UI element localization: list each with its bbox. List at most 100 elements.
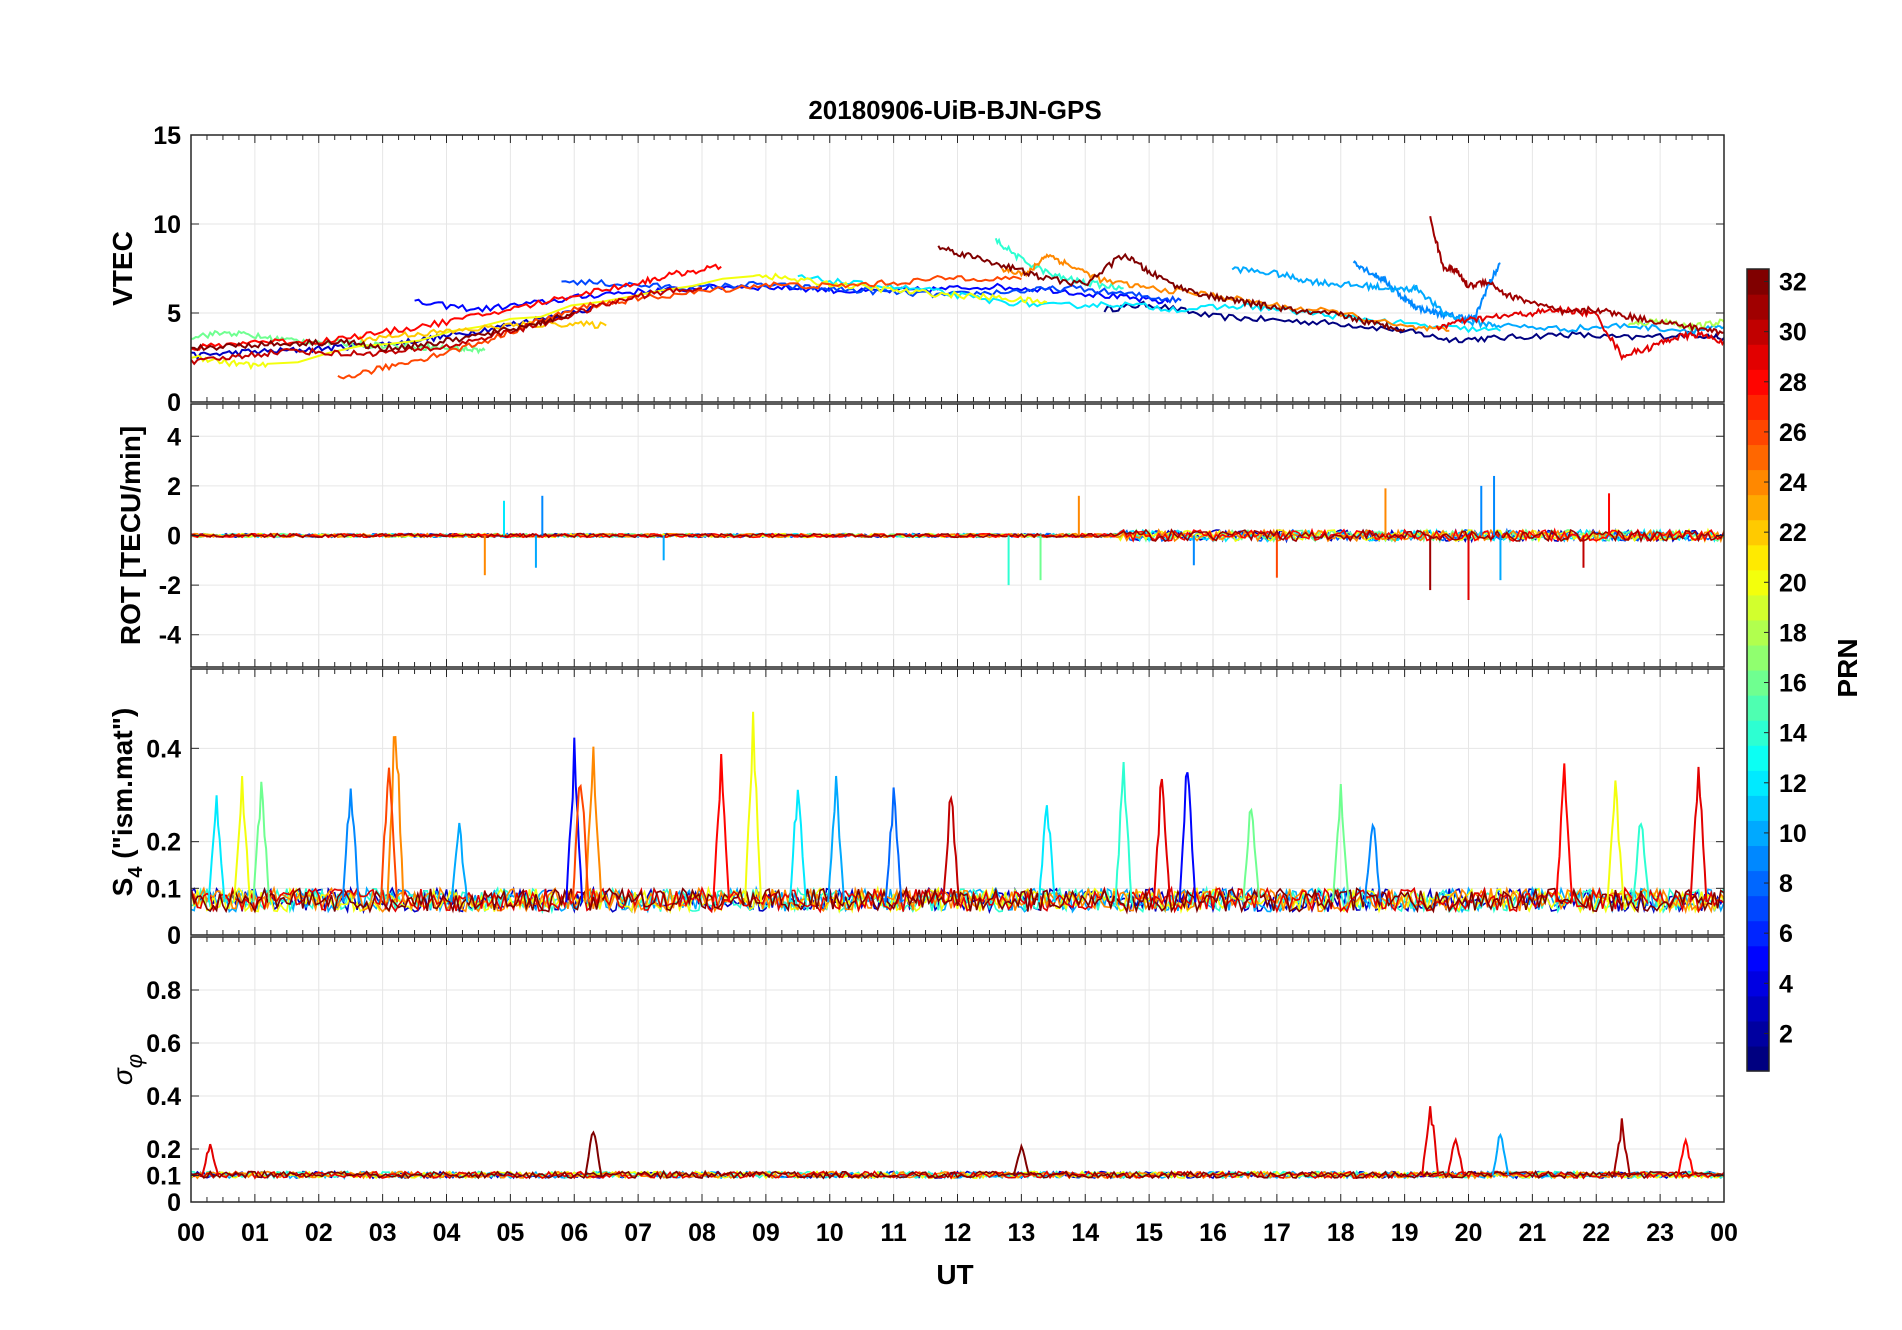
colorbar-swatch-prn-16 [1747, 670, 1769, 696]
s4-trace-prn-32 [191, 885, 1724, 915]
x-tick-label: 19 [1391, 1219, 1419, 1247]
y-tick-label: 0.4 [146, 735, 181, 763]
x-tick-label: 20 [1455, 1219, 1483, 1247]
s4-peak [712, 753, 731, 903]
colorbar-tick-label: 20 [1779, 569, 1807, 597]
sigma_phi-peak [1676, 1136, 1695, 1176]
y-axis-label-s4: S4 ("ism.mat") [107, 708, 147, 897]
colorbar-tick-label: 32 [1779, 269, 1807, 297]
y-tick-label: 15 [153, 122, 181, 150]
data-sigma_phi [191, 1106, 1724, 1180]
y-tick-label: 0 [167, 523, 181, 551]
vtec-series-prn-9 [1352, 260, 1501, 323]
s4-peak [1555, 763, 1574, 903]
x-tick-label: 09 [752, 1219, 780, 1247]
colorbar-swatch-prn-26 [1747, 419, 1769, 446]
colorbar-swatch-prn-6 [1747, 920, 1769, 947]
s4-peak [1152, 778, 1171, 903]
colorbar-frame [1746, 268, 1770, 1072]
s4-peak [827, 775, 846, 903]
vtec-series-prn-10 [1231, 266, 1724, 336]
y-axis-label-sigma_phi: σφ [107, 1054, 147, 1085]
colorbar-tick-label: 30 [1779, 319, 1807, 347]
x-tick-label: 15 [1135, 1219, 1163, 1247]
colorbar-swatch-prn-10 [1747, 820, 1769, 847]
colorbar-swatch-prn-31 [1747, 294, 1769, 320]
data-rot [191, 475, 1724, 601]
colorbar-swatch-prn-27 [1747, 394, 1769, 420]
x-tick-label: 16 [1199, 1219, 1227, 1247]
y-tick-label: -2 [159, 572, 181, 600]
y-tick-label: 0.8 [146, 977, 181, 1005]
x-tick-label: 03 [369, 1219, 397, 1247]
colorbar-swatch-prn-32 [1747, 269, 1769, 295]
s4-peak [380, 767, 398, 903]
colorbar-swatch-prn-9 [1747, 845, 1769, 872]
s4-peak [565, 737, 584, 903]
y-axis-label-vtec: VTEC [107, 231, 138, 306]
colorbar-swatch-prn-14 [1747, 720, 1769, 746]
s4-peak [571, 783, 590, 903]
x-tick-label: 00 [1710, 1219, 1738, 1247]
colorbar-swatch-prn-24 [1747, 469, 1769, 496]
y-tick-label: 4 [167, 423, 181, 451]
s4-trace-prn-29 [191, 885, 1724, 914]
colorbar-swatch-prn-4 [1747, 970, 1769, 997]
colorbar-tick-label: 28 [1779, 369, 1807, 397]
x-tick-label: 13 [1007, 1219, 1035, 1247]
colorbar-swatch-prn-7 [1747, 895, 1769, 922]
s4-peak [233, 775, 252, 903]
colorbar-swatch-prn-17 [1747, 644, 1769, 671]
colorbar-tick-label: 10 [1779, 820, 1807, 848]
colorbar-swatch-prn-18 [1747, 619, 1769, 646]
x-tick-label: 23 [1646, 1219, 1674, 1247]
y-tick-label: 5 [167, 300, 181, 328]
sigma_phi-peak [1491, 1132, 1510, 1176]
vtec-series-prn-29 [1435, 304, 1724, 362]
x-tick-label: 10 [816, 1219, 844, 1247]
sigma_phi-peak [1012, 1143, 1031, 1176]
vtec-series-prn-22 [356, 319, 607, 344]
x-axis-label: UT [936, 1259, 973, 1290]
colorbar-swatch-prn-13 [1747, 745, 1769, 771]
sigma_phi-peak [1446, 1136, 1465, 1176]
sigma_phi-peak [1421, 1106, 1440, 1176]
s4-peak [1632, 822, 1650, 903]
colorbar-tick-label: 26 [1779, 419, 1807, 447]
ticks-rot: -4 -2 0 2 4 [159, 404, 1725, 667]
vtec-series-prn-31 [1429, 216, 1724, 337]
s4-peak [450, 822, 469, 903]
s4-peak [1606, 780, 1625, 903]
ticks-vtec: 0 5 10 15 [153, 122, 1725, 417]
s4-peak [1178, 771, 1197, 903]
vtec-series-prn-32 [937, 245, 1406, 333]
s4-peak [252, 781, 271, 903]
y-axis-label-rot: ROT [TECU/min] [115, 426, 146, 645]
s4-peak [744, 711, 763, 903]
x-tick-label: 02 [305, 1219, 333, 1247]
s4-peak [584, 746, 603, 903]
ticks-s4: 0 0.1 0.2 0.4 [146, 669, 1725, 950]
colorbar-swatch-prn-1 [1747, 1045, 1769, 1072]
y-tick-label: 0 [167, 1189, 181, 1217]
y-tick-label: 0.2 [146, 829, 181, 857]
data-vtec [191, 216, 1724, 380]
colorbar-tick-label: 18 [1779, 619, 1807, 647]
x-tick-label: 00 [177, 1219, 205, 1247]
panel-sigma_phi: 00.10.2 0.4 0.6 0.8 σφ [107, 936, 1725, 1217]
colorbar-swatch-prn-11 [1747, 795, 1769, 821]
s4-peak [1037, 805, 1056, 903]
x-tick-label: 18 [1327, 1219, 1355, 1247]
colorbar-swatch-prn-15 [1747, 695, 1769, 721]
colorbar-swatch-prn-8 [1747, 870, 1769, 897]
x-tick-label: 06 [560, 1219, 588, 1247]
colorbar-tick-label: 6 [1779, 920, 1793, 948]
x-tick-label: 22 [1582, 1219, 1610, 1247]
colorbar-tick-label: 4 [1779, 970, 1793, 998]
colorbar-swatch-prn-20 [1747, 569, 1769, 596]
colorbar-swatch-prn-21 [1747, 544, 1769, 571]
s4-peak [884, 787, 903, 903]
vtec-series-prn-26 [337, 274, 1022, 380]
